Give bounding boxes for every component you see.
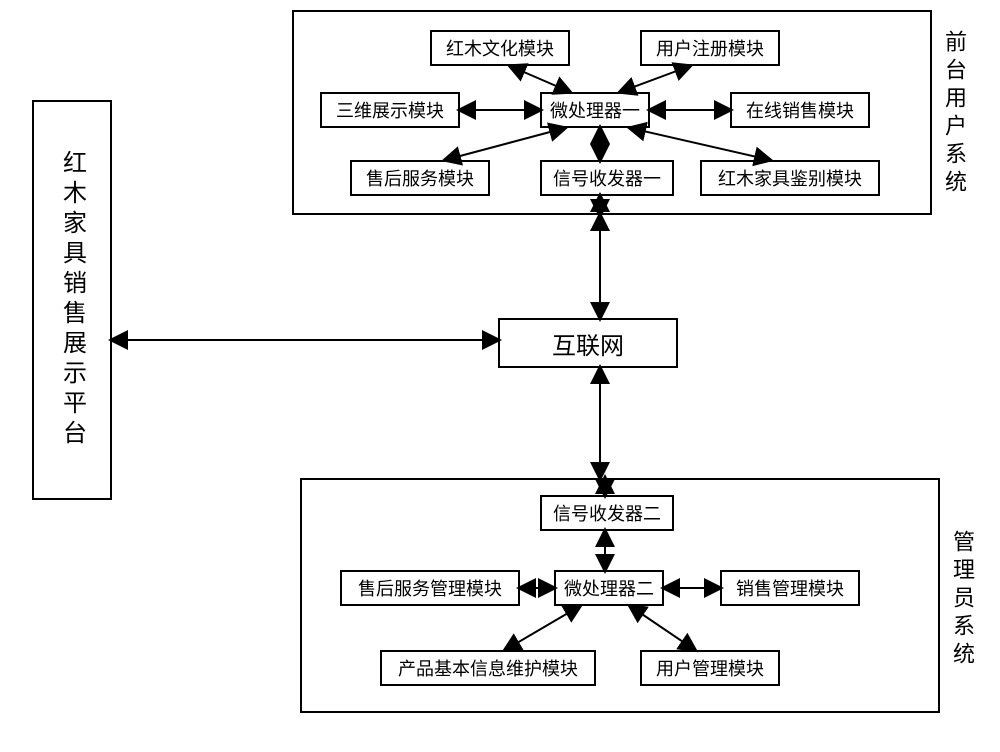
- aftersales-module: 售后服务模块: [350, 160, 490, 196]
- admin-group-label: 管理员系统: [946, 530, 979, 670]
- platform-label: 红木家具销售展示平台: [55, 150, 90, 450]
- transceiver1-module: 信号收发器一: [540, 160, 674, 196]
- internet-label: 互联网: [552, 326, 624, 361]
- onlinesales-module: 在线销售模块: [730, 92, 870, 128]
- display3d-module: 三维展示模块: [320, 92, 460, 128]
- internet-box: 互联网: [498, 318, 678, 368]
- culture-module: 红木文化模块: [430, 30, 570, 66]
- frontend-group-label: 前台用户系统: [938, 30, 971, 198]
- transceiver2-module: 信号收发器二: [540, 495, 674, 531]
- platform-box: 红木家具销售展示平台: [32, 100, 112, 500]
- register-module: 用户注册模块: [640, 30, 780, 66]
- sales-mgmt-module: 销售管理模块: [720, 570, 860, 606]
- cpu2-module: 微处理器二: [554, 570, 664, 606]
- identify-module: 红木家具鉴别模块: [700, 160, 880, 196]
- user-mgmt-module: 用户管理模块: [640, 650, 780, 686]
- product-info-module: 产品基本信息维护模块: [380, 650, 596, 686]
- aftersales-mgmt-module: 售后服务管理模块: [340, 570, 520, 606]
- cpu1-module: 微处理器一: [540, 92, 650, 128]
